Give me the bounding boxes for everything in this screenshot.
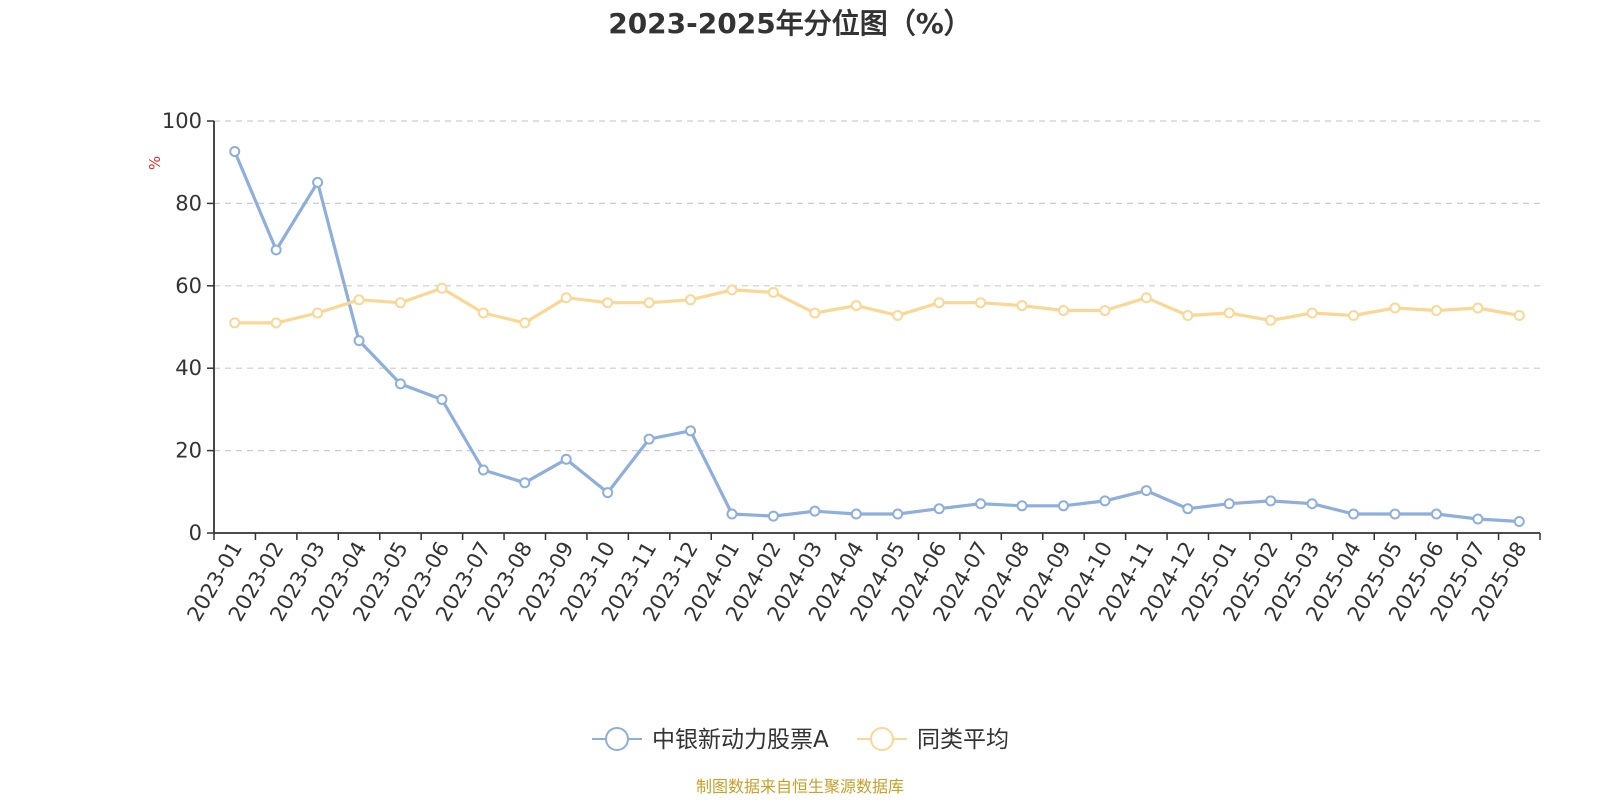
- y-tick-label: 80: [175, 191, 202, 215]
- data-point: [1265, 495, 1277, 507]
- axes: [213, 121, 1540, 534]
- data-point: [394, 378, 406, 390]
- data-point: [1472, 513, 1484, 525]
- data-point: [685, 425, 697, 437]
- series-line: [233, 149, 1521, 524]
- legend-marker: [605, 727, 629, 751]
- legend: 中银新动力股票A 同类平均: [592, 727, 1009, 753]
- legend-label: 同类平均: [917, 727, 1009, 753]
- data-point: [270, 317, 282, 329]
- data-point: [353, 294, 365, 306]
- data-point: [933, 503, 945, 515]
- data-point: [809, 505, 821, 517]
- y-tick-label: 0: [189, 521, 202, 545]
- legend-item: 中银新动力股票A: [592, 727, 829, 753]
- legend-marker: [870, 727, 894, 751]
- data-point: [1472, 302, 1484, 314]
- data-point: [1265, 314, 1277, 326]
- y-tick-label: 100: [162, 109, 202, 133]
- data-point: [1348, 508, 1360, 520]
- grid-lines: [214, 120, 1540, 452]
- data-point: [1182, 309, 1194, 321]
- series-line: [233, 286, 1521, 325]
- data-point: [394, 297, 406, 309]
- data-point: [1099, 495, 1111, 507]
- data-point: [1389, 302, 1401, 314]
- data-point: [602, 297, 614, 309]
- data-point: [933, 297, 945, 309]
- legend-label: 中银新动力股票A: [652, 727, 829, 753]
- data-point: [1057, 500, 1069, 512]
- data-point: [560, 453, 572, 465]
- data-point: [726, 284, 738, 296]
- data-point: [560, 292, 572, 304]
- data-point: [1348, 309, 1360, 321]
- y-tick-label: 20: [175, 439, 202, 463]
- data-point: [1057, 305, 1069, 317]
- series-1: [229, 145, 1525, 527]
- data-point: [436, 394, 448, 406]
- data-point: [1016, 500, 1028, 512]
- legend-item: 同类平均: [857, 727, 1009, 753]
- data-point: [519, 477, 531, 489]
- data-point: [1430, 508, 1442, 520]
- data-point: [1140, 292, 1152, 304]
- data-point: [1513, 309, 1525, 321]
- chart-title: 2023-2025年分位图（%）: [608, 7, 972, 40]
- data-point: [975, 498, 987, 510]
- data-point: [1016, 300, 1028, 312]
- data-point: [767, 510, 779, 522]
- series-group: [229, 145, 1525, 527]
- data-point: [643, 433, 655, 445]
- data-point: [229, 145, 241, 157]
- data-point: [229, 317, 241, 329]
- data-point: [1140, 485, 1152, 497]
- data-point: [1182, 503, 1194, 515]
- data-point: [850, 300, 862, 312]
- data-point: [767, 286, 779, 298]
- y-tick-label: 40: [175, 356, 202, 380]
- source-note: 制图数据来自恒生聚源数据库: [696, 777, 904, 796]
- y-tick-label: 60: [175, 274, 202, 298]
- data-point: [1223, 307, 1235, 319]
- data-point: [353, 335, 365, 347]
- data-point: [1099, 305, 1111, 317]
- data-point: [436, 282, 448, 294]
- data-point: [726, 508, 738, 520]
- data-point: [850, 508, 862, 520]
- data-point: [270, 244, 282, 256]
- data-point: [1389, 508, 1401, 520]
- data-point: [975, 297, 987, 309]
- data-point: [1430, 305, 1442, 317]
- data-point: [643, 297, 655, 309]
- data-point: [892, 309, 904, 321]
- data-point: [477, 307, 489, 319]
- data-point: [312, 307, 324, 319]
- data-point: [1306, 307, 1318, 319]
- data-point: [1513, 515, 1525, 527]
- data-point: [685, 294, 697, 306]
- y-axis-unit-label: %: [146, 156, 164, 170]
- series-2: [229, 282, 1525, 329]
- data-point: [809, 307, 821, 319]
- y-axis-ticks: 0 20 40 60 80 100: [162, 109, 214, 545]
- x-axis-ticks: 2023-012023-022023-032023-042023-052023-…: [182, 533, 1541, 625]
- data-point: [1223, 498, 1235, 510]
- data-point: [312, 176, 324, 188]
- data-point: [892, 508, 904, 520]
- data-point: [477, 464, 489, 476]
- data-point: [602, 487, 614, 499]
- data-point: [1306, 498, 1318, 510]
- data-point: [519, 317, 531, 329]
